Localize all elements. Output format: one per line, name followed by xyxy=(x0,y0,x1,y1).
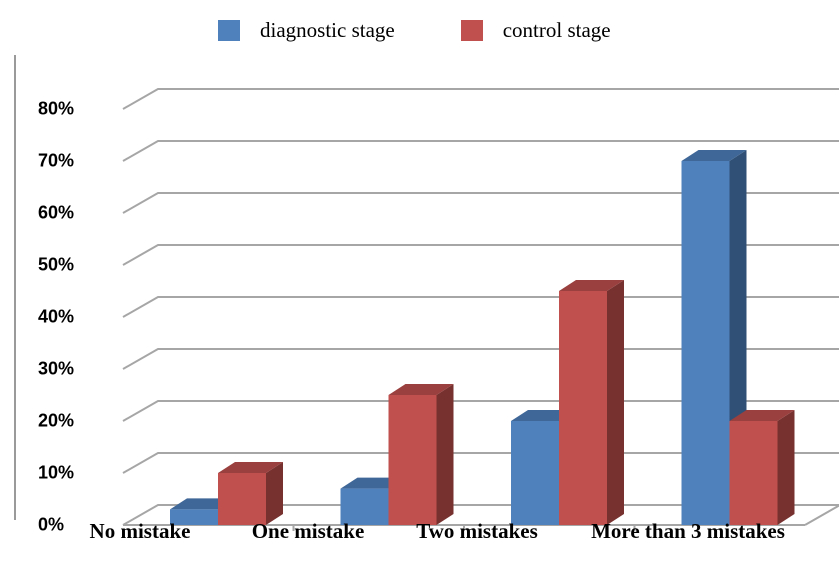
legend-swatch-control xyxy=(460,20,483,41)
x-tick-label: No mistake xyxy=(89,519,191,543)
bar-diagnostic-stage-2 xyxy=(511,421,559,525)
x-tick-label: More than 3 mistakes xyxy=(591,519,785,543)
x-tick-label: Two mistakes xyxy=(416,519,538,543)
bar-control-stage-0-side xyxy=(266,462,283,525)
y-tick-label: 40% xyxy=(38,306,75,327)
gridline-7 xyxy=(122,140,839,162)
gridline-5 xyxy=(122,244,839,266)
bar-control-stage-1 xyxy=(388,395,437,525)
y-tick-label: 70% xyxy=(38,150,75,171)
y-tick-label: 20% xyxy=(38,410,75,431)
y-tick-label: 30% xyxy=(38,358,75,379)
floor-right-edge xyxy=(804,504,839,526)
legend-label-control: control stage xyxy=(502,18,611,42)
bar-control-stage-3 xyxy=(729,421,778,525)
bar-control-stage-3-top xyxy=(729,410,795,421)
y-tick-label: 60% xyxy=(38,202,75,223)
legend-label-diagnostic: diagnostic stage xyxy=(260,18,395,42)
bar-control-stage-3-side xyxy=(777,410,795,525)
x-tick-label: One mistake xyxy=(251,519,365,543)
bar-diagnostic-stage-0 xyxy=(170,509,218,525)
bar-control-stage-0-top xyxy=(218,462,283,473)
bar-diagnostic-stage-1 xyxy=(340,488,389,525)
y-tick-label: 10% xyxy=(38,462,75,483)
bar-control-stage-2-side xyxy=(607,280,624,525)
gridline-8 xyxy=(122,88,839,110)
bar-control-stage-1-side xyxy=(436,384,454,525)
legend-item-control: control stage xyxy=(460,18,611,43)
bar-control-stage-2-top xyxy=(559,280,624,291)
bar-diagnostic-stage-3 xyxy=(681,161,730,525)
legend: diagnostic stage control stage xyxy=(218,18,611,43)
bar-diagnostic-stage-3-top xyxy=(681,150,747,161)
y-tick-label: 80% xyxy=(38,98,75,119)
legend-swatch-diagnostic xyxy=(218,20,240,41)
bar-control-stage-2 xyxy=(559,291,607,525)
bar-control-stage-0 xyxy=(218,473,266,525)
gridline-6 xyxy=(122,192,839,214)
bar-control-stage-1-top xyxy=(388,384,454,395)
y-tick-label: 0% xyxy=(38,514,65,535)
legend-item-diagnostic: diagnostic stage xyxy=(218,18,395,43)
y-tick-label: 50% xyxy=(38,254,75,275)
